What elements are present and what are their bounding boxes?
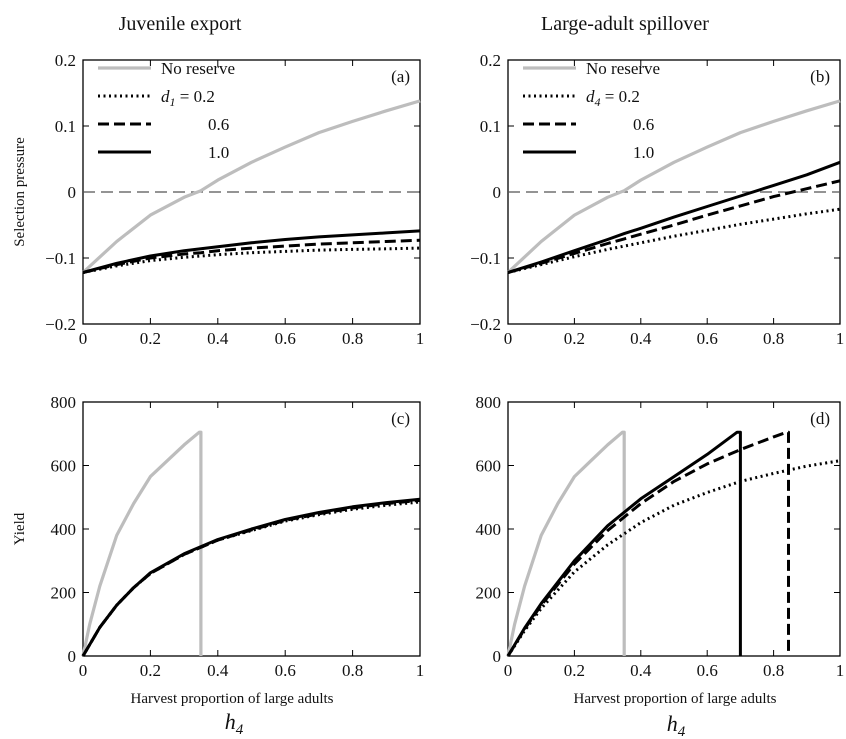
y-tick-label: 200 [51, 584, 77, 603]
x-tick-label: 0.2 [564, 329, 585, 348]
y-tick-label: 0.1 [480, 117, 501, 136]
x-tick-label: 0.4 [630, 329, 652, 348]
series-line-solid [507, 160, 841, 274]
x-tick-label: 1 [836, 661, 845, 680]
y-tick-label: −0.1 [470, 249, 501, 268]
x-tick-label: 0 [79, 661, 88, 680]
series-line-dashed [507, 179, 841, 274]
y-tick-label: 0 [68, 647, 77, 666]
plot-frame [507, 401, 841, 657]
y-tick-label: 0.1 [55, 117, 76, 136]
legend-variable: d [161, 87, 170, 106]
y-axis-label: Selection pressure [12, 137, 28, 247]
x-tick-label: 0.4 [207, 661, 229, 680]
y-tick-label: 400 [476, 520, 502, 539]
y-tick-label: −0.2 [470, 315, 501, 334]
x-tick-label: 0.2 [564, 661, 585, 680]
x-symbol-base: h [667, 711, 678, 736]
legend-label-1-0: 1.0 [208, 143, 229, 162]
series-line-gray [506, 99, 841, 274]
series-line-solid [81, 497, 421, 657]
x-symbol-sub: 4 [236, 722, 244, 738]
panel-c-yield-juvenile: 0 0.2 0.4 0.6 0.8 1 800 600 400 200 0 Yield (c) [12, 393, 424, 680]
y-tick-label: 200 [476, 584, 502, 603]
x-tick-label: 0.2 [140, 661, 161, 680]
panel-b-selection-pressure-spillover: 0 0.2 0.4 0.6 0.8 1 0.2 0.1 0 −0.1 −0.2 (b) No reser… [470, 51, 844, 348]
x-symbol-sub: 4 [678, 724, 686, 739]
series-line-gray [81, 430, 203, 657]
x-axis-label-left: Harvest proportion of large adults [130, 691, 333, 707]
series-line-solid [82, 229, 421, 274]
y-tick-label: 800 [51, 393, 77, 412]
x-tick-label: 1 [836, 329, 845, 348]
y-tick-label: 400 [51, 520, 77, 539]
legend-variable-sub: 1 [170, 95, 176, 109]
legend-label-0-6: 0.6 [633, 115, 654, 134]
series-line-dotted [506, 459, 841, 657]
legend-label-0-2: d1 = 0.2 [161, 87, 215, 109]
series-line-dotted [82, 246, 421, 274]
x-tick-label: 0.2 [140, 329, 161, 348]
x-tick-label: 1 [416, 329, 425, 348]
y-tick-label: 0 [493, 647, 502, 666]
x-tick-label: 0 [79, 329, 88, 348]
legend-variable-sub: 4 [595, 95, 601, 109]
legend-label-no-reserve: No reserve [161, 59, 235, 78]
series-line-dotted [81, 500, 421, 657]
legend-label-no-reserve: No reserve [586, 59, 660, 78]
y-tick-label: 0 [493, 183, 502, 202]
series-line-dashed [82, 238, 421, 274]
x-tick-label: 0.8 [342, 661, 363, 680]
x-tick-label: 0 [504, 329, 513, 348]
y-tick-label: −0.2 [45, 315, 76, 334]
legend-value: = 0.2 [176, 87, 215, 106]
column-title-large-adult-spillover: Large-adult spillover [541, 13, 709, 35]
legend-label-0-6: 0.6 [208, 115, 229, 134]
y-tick-label: −0.1 [45, 249, 76, 268]
y-tick-label: 600 [476, 457, 502, 476]
y-tick-label: 0.2 [55, 51, 76, 70]
x-axis-label-right: Harvest proportion of large adults [573, 691, 776, 707]
panel-label: (d) [810, 409, 830, 428]
series-line-solid [506, 430, 742, 657]
panel-a-selection-pressure-juvenile: 0 0.2 0.4 0.6 0.8 1 0.2 0.1 0 −0.1 −0.2 Selection p… [12, 51, 424, 348]
panel-label: (c) [391, 409, 410, 428]
column-title-juvenile-export: Juvenile export [119, 13, 242, 35]
x-tick-label: 0.8 [763, 329, 784, 348]
x-tick-label: 0.8 [342, 329, 363, 348]
x-symbol-left: h4 [225, 709, 244, 738]
panel-d-yield-spillover: 0 0.2 0.4 0.6 0.8 1 800 600 400 200 0 (d) [476, 393, 845, 680]
x-tick-label: 0.8 [763, 661, 784, 680]
x-tick-label: 0.6 [275, 329, 296, 348]
x-symbol-right: h4 [667, 711, 686, 739]
x-tick-label: 0.4 [207, 329, 229, 348]
series-line-dashed [81, 498, 421, 657]
series-line-gray [506, 430, 626, 657]
y-tick-label: 600 [51, 457, 77, 476]
legend-value: = 0.2 [601, 87, 640, 106]
series-line-dotted [507, 207, 841, 274]
y-tick-label: 0.2 [480, 51, 501, 70]
x-symbol-base: h [225, 709, 236, 734]
series-line-dashed [506, 430, 790, 657]
y-tick-label: 800 [476, 393, 502, 412]
x-tick-label: 0 [504, 661, 513, 680]
x-tick-label: 0.6 [697, 661, 718, 680]
y-axis-label: Yield [12, 512, 28, 545]
legend-variable: d [586, 87, 595, 106]
x-tick-label: 0.6 [275, 661, 296, 680]
x-tick-label: 1 [416, 661, 425, 680]
legend-label-0-2: d4 = 0.2 [586, 87, 640, 109]
series-line-gray [81, 99, 421, 274]
x-tick-label: 0.4 [630, 661, 652, 680]
panel-label: (a) [391, 67, 410, 86]
y-tick-label: 0 [68, 183, 77, 202]
x-tick-label: 0.6 [697, 329, 718, 348]
legend-label-1-0: 1.0 [633, 143, 654, 162]
panel-label: (b) [810, 67, 830, 86]
